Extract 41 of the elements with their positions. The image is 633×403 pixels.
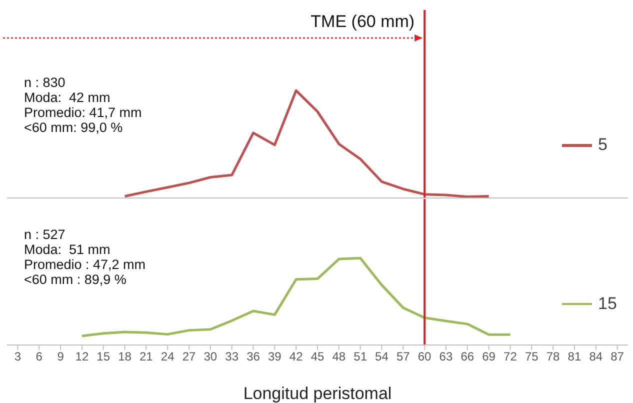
x-tick-label: 9 (57, 350, 64, 364)
annotation: Moda: 42 mm (24, 90, 112, 105)
x-axis-title: Longitud peristomal (243, 384, 392, 403)
annotation: Promedio: 41,7 mm (24, 105, 142, 120)
x-tick-label: 15 (96, 350, 110, 364)
x-tick-label: 33 (225, 350, 239, 364)
x-tick-label: 63 (439, 350, 453, 364)
x-tick-label: 42 (289, 350, 304, 364)
x-tick-label: 30 (204, 350, 218, 364)
x-tick-label: 78 (546, 350, 560, 364)
annotation: Promedio : 47,2 mm (24, 257, 146, 272)
x-tick-label: 75 (524, 350, 539, 364)
x-tick-label: 12 (75, 350, 89, 364)
x-tick-label: 6 (36, 350, 43, 364)
text: Moda: 51 mm (24, 242, 112, 257)
legend-label: 5 (598, 135, 608, 156)
annotation: <60 mm : 89,9 % (24, 272, 128, 287)
annotation: <60 mm: 99,0 % (24, 120, 124, 135)
x-tick-label: 66 (460, 350, 474, 364)
ref-line-label: TME (60 mm) (310, 12, 415, 31)
x-tick-label: 69 (482, 350, 496, 364)
x-tick-label: 81 (568, 350, 582, 364)
x-tick-label: 27 (182, 350, 196, 364)
text: n : 527 (24, 227, 66, 242)
x-tick-label: 3 (14, 350, 22, 364)
x-tick-label: 57 (396, 350, 410, 364)
x-tick-label: 24 (160, 350, 175, 364)
x-tick-label: 51 (354, 350, 368, 364)
legend-label: 15 (598, 294, 617, 314)
x-tick-label: 39 (268, 350, 282, 364)
x-tick-label: 21 (140, 350, 154, 364)
x-tick-label: 54 (375, 350, 389, 364)
x-tick-label: 36 (246, 350, 260, 364)
x-tick-label: 18 (118, 350, 132, 364)
x-tick-label: 72 (504, 350, 518, 364)
x-tick-label: 45 (310, 350, 324, 364)
x-tick-label: 87 (610, 350, 624, 364)
x-tick-label: 60 (418, 350, 432, 364)
x-tick-label: 84 (589, 350, 603, 364)
text: n : 830 (24, 75, 66, 90)
x-tick-label: 48 (332, 350, 346, 364)
